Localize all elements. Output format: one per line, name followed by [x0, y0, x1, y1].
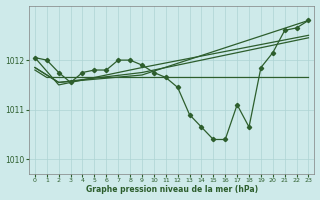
- X-axis label: Graphe pression niveau de la mer (hPa): Graphe pression niveau de la mer (hPa): [86, 185, 258, 194]
